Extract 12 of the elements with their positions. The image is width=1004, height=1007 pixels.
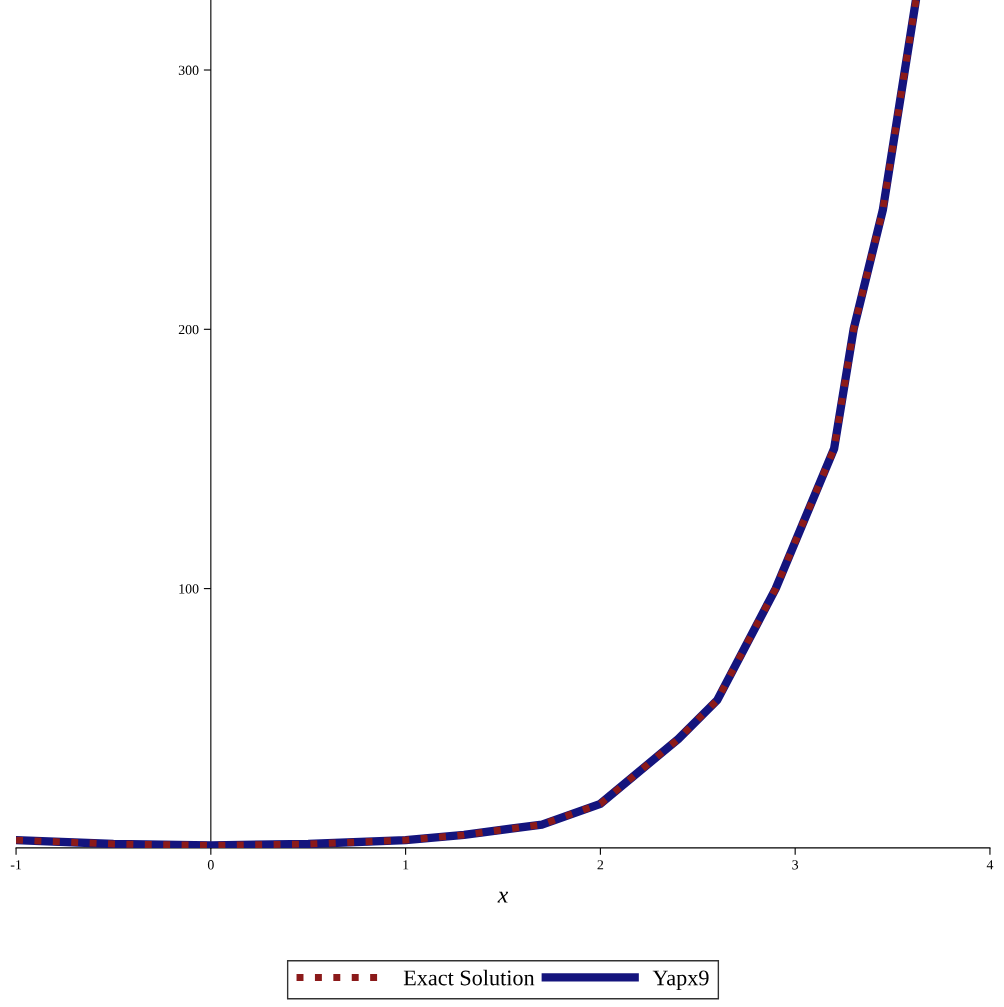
- x-tick-label: 0: [207, 860, 214, 870]
- x-tick-label: -1: [10, 860, 22, 870]
- x-tick-label: 4: [986, 860, 994, 870]
- x-tick-label: 1: [403, 860, 409, 870]
- y-tick-label: 200: [178, 324, 199, 335]
- y-tick-label: 100: [179, 584, 199, 594]
- y-tick-label: 300: [178, 65, 199, 75]
- x-tick-label: 2: [597, 860, 604, 870]
- x-axis-title: x: [497, 891, 509, 903]
- x-tick-label: 3: [792, 860, 799, 870]
- legend-label: Exact Solution: [403, 969, 535, 986]
- legend-label: Yapx9: [652, 970, 709, 990]
